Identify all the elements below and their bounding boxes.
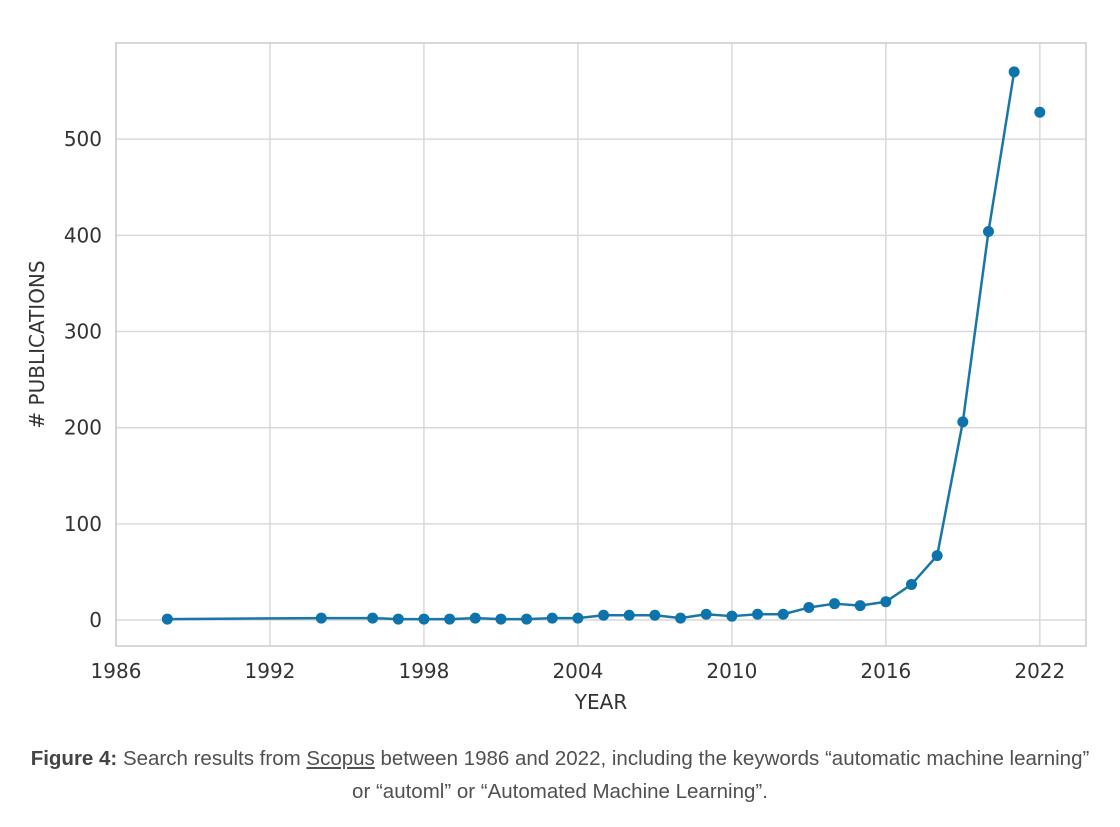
data-point (957, 416, 969, 428)
data-point (315, 612, 327, 624)
data-point (931, 550, 943, 562)
data-point (803, 602, 815, 614)
data-point (726, 610, 738, 622)
data-point (392, 613, 404, 625)
data-point (546, 612, 558, 624)
y-tick-label: 0 (89, 608, 102, 632)
caption-label: Figure 4: (30, 747, 118, 770)
data-point (675, 612, 687, 624)
series (161, 66, 1046, 625)
chart: 1986 1992 1998 2004 2010 2016 2022 0 100 200 300 40… (25, 42, 1087, 714)
data-point (700, 608, 712, 620)
data-point (469, 612, 481, 624)
data-point (777, 608, 789, 620)
data-point (829, 598, 841, 610)
caption-text-before: Search results from (117, 747, 307, 770)
data-point (572, 612, 584, 624)
figure-caption: Figure 4: Search results from Scopus bet… (20, 742, 1100, 808)
data-point (623, 609, 635, 621)
data-point (495, 613, 507, 625)
x-tick-label: 2010 (706, 659, 757, 683)
tick-labels: 1986 1992 1998 2004 2010 2016 2022 0 100 200 300 40… (64, 127, 1065, 683)
scopus-link[interactable]: Scopus (306, 747, 375, 770)
x-tick-label: 2016 (860, 659, 911, 683)
x-tick-label: 1998 (398, 659, 449, 683)
data-point (982, 225, 994, 237)
caption-text-after: between 1986 and 2022, including the key… (352, 747, 1090, 803)
data-point (1034, 106, 1046, 118)
data-point (598, 609, 610, 621)
data-point (752, 608, 764, 620)
x-tick-label: 1992 (245, 659, 296, 683)
y-tick-label: 400 (64, 223, 102, 247)
data-point (418, 613, 430, 625)
data-point (367, 612, 379, 624)
data-point (906, 578, 918, 590)
y-tick-label: 200 (64, 416, 102, 440)
x-axis-label: YEAR (574, 690, 628, 714)
data-point (880, 596, 892, 608)
y-tick-label: 300 (64, 320, 102, 344)
x-tick-label: 1986 (91, 659, 142, 683)
y-tick-label: 100 (64, 512, 102, 536)
data-point (854, 600, 866, 612)
series-line (167, 71, 1016, 621)
data-point (161, 613, 173, 625)
x-tick-label: 2022 (1014, 659, 1065, 683)
data-point (444, 613, 456, 625)
x-tick-label: 2004 (552, 659, 603, 683)
y-tick-label: 500 (64, 127, 102, 151)
plot-frame (115, 42, 1087, 647)
y-axis-label: # PUBLICATIONS (25, 260, 49, 428)
data-point (521, 613, 533, 625)
data-point (649, 609, 661, 621)
data-point (1008, 66, 1020, 78)
grid (115, 43, 1086, 646)
